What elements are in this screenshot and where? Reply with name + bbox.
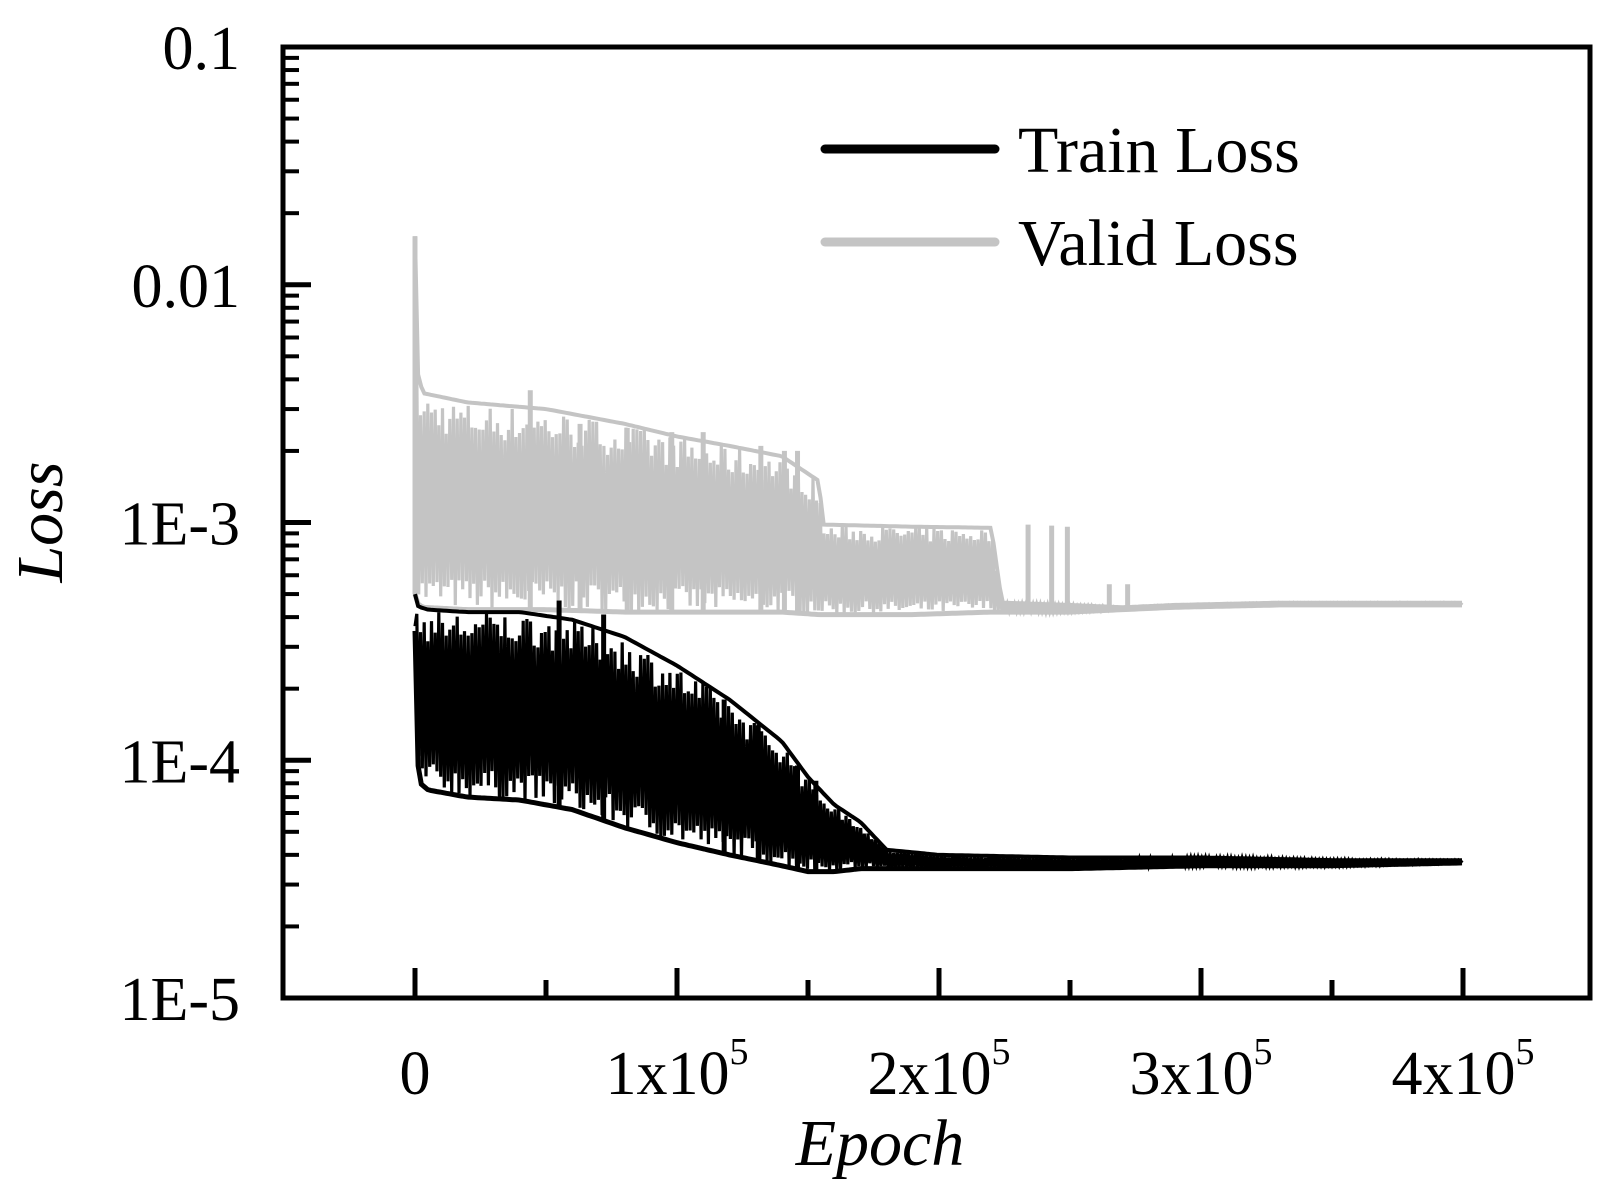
y-axis-title: Loss [4, 461, 77, 583]
x-tick-label: 1x105 [606, 1031, 749, 1108]
series-lower-envelope [412, 630, 1463, 875]
y-tick-label: 1E-3 [119, 491, 240, 559]
minor-tick-marks [283, 55, 299, 929]
x-tick-labels: 0 1x105 2x105 3x105 4x105 [400, 1031, 1535, 1108]
series-valid-loss [412, 236, 1464, 619]
series-lower-envelope [412, 593, 1462, 618]
series-train-loss [412, 593, 1464, 875]
x-axis-title: Epoch [795, 1107, 965, 1180]
y-tick-label: 1E-4 [119, 728, 240, 796]
series-layer [412, 236, 1464, 875]
x-tick-label: 3x105 [1130, 1031, 1273, 1108]
legend: Train Loss Valid Loss [820, 114, 1300, 280]
y-tick-label: 0.01 [132, 253, 241, 321]
y-tick-labels: 0.1 0.01 1E-3 1E-4 1E-5 [119, 15, 240, 1034]
y-tick-label: 0.1 [163, 15, 241, 83]
x-tick-label: 4x105 [1392, 1031, 1535, 1108]
series-upper-envelope [413, 593, 1462, 863]
legend-label-train-loss: Train Loss [1018, 114, 1300, 187]
series-trace [413, 372, 1464, 619]
legend-label-valid-loss: Valid Loss [1018, 207, 1299, 280]
series-trace [413, 612, 1464, 872]
x-tick-label: 2x105 [868, 1031, 1011, 1108]
x-tick-label: 0 [400, 1040, 431, 1108]
plot-frame [280, 44, 1593, 1001]
y-tick-label: 1E-5 [119, 966, 240, 1034]
